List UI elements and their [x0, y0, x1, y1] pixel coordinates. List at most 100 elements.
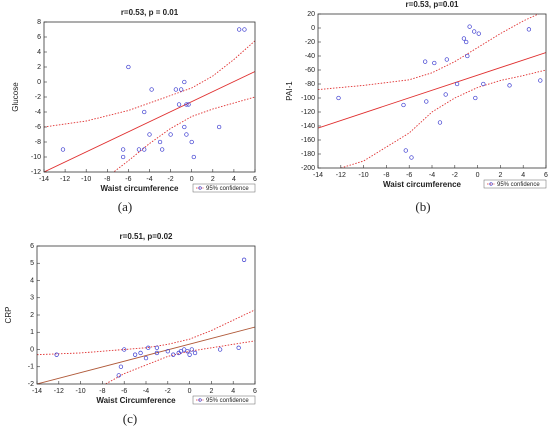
point: [443, 92, 448, 97]
x-tick-label: 4: [231, 388, 235, 395]
point: [424, 99, 429, 104]
point: [154, 345, 160, 350]
y-tick-label: 0: [311, 25, 315, 32]
ci-upper: [318, 14, 540, 91]
y-tick-label: -60: [305, 67, 315, 74]
point: [126, 64, 131, 70]
point: [464, 39, 469, 45]
y-tick-label: -140: [301, 123, 315, 130]
x-tick-label: -4: [146, 176, 152, 183]
y-tick-label: 4: [30, 277, 34, 284]
y-tick-label: -8: [35, 139, 41, 146]
legend-box: [483, 179, 547, 189]
y-tick-label: -6: [35, 124, 41, 131]
y-tick-label: -2: [28, 381, 34, 388]
point: [138, 350, 143, 356]
x-tick-label: -14: [32, 388, 42, 395]
ci-lower: [339, 69, 546, 168]
y-tick-label: -200: [301, 165, 315, 172]
x-tick-label: -4: [429, 172, 435, 179]
point: [160, 147, 165, 152]
chart-title: r=0.53, p = 0.01: [121, 8, 179, 17]
point: [185, 349, 190, 354]
x-tick-label: 4: [232, 176, 236, 183]
y-tick-label: 2: [30, 312, 34, 319]
point: [149, 87, 154, 92]
fit-line: [37, 326, 255, 384]
point: [116, 373, 121, 378]
ci-upper: [44, 40, 255, 128]
x-tick-label: -14: [39, 176, 49, 183]
x-tick-label: -14: [313, 172, 323, 179]
point: [403, 148, 408, 153]
point: [187, 352, 192, 357]
y-tick-label: -80: [305, 81, 315, 88]
x-tick-label: -10: [76, 388, 86, 395]
x-tick-label: -12: [60, 176, 70, 183]
point: [171, 352, 176, 357]
x-tick-label: -2: [165, 388, 171, 395]
x-tick-label: 6: [253, 176, 257, 183]
x-tick-label: -2: [167, 176, 173, 183]
point: [423, 59, 428, 64]
y-tick-label: 5: [30, 260, 34, 267]
y-tick-label: 2: [37, 64, 41, 71]
x-tick-label: -10: [81, 176, 91, 183]
point: [132, 352, 138, 357]
point: [189, 139, 194, 145]
point: [147, 132, 152, 137]
x-tick-label: 4: [521, 172, 525, 179]
point: [173, 87, 179, 92]
point: [242, 27, 247, 32]
x-tick-label: -10: [359, 172, 369, 179]
ci-lower: [104, 340, 255, 384]
point: [538, 78, 543, 83]
y-tick-label: 3: [30, 295, 34, 302]
point: [409, 155, 414, 160]
y-axis-label: PAI-1: [285, 81, 294, 101]
point: [481, 81, 486, 87]
point: [476, 31, 481, 36]
y-axis-label: Glucose: [11, 82, 20, 112]
point: [143, 355, 149, 361]
y-tick-label: 0: [30, 346, 34, 353]
y-tick-label: -12: [31, 169, 41, 176]
point: [136, 147, 142, 152]
fit-line: [318, 52, 546, 129]
point: [437, 120, 443, 125]
x-tick-label: -8: [104, 176, 110, 183]
y-tick-label: 6: [37, 34, 41, 41]
point: [216, 124, 222, 130]
point: [191, 154, 196, 160]
chart-title: r=0.53, p=0.01: [406, 0, 459, 9]
y-tick-label: -10: [31, 154, 41, 161]
caption: (c): [123, 411, 137, 426]
legend-marker: [198, 186, 202, 190]
y-tick-label: 8: [37, 19, 41, 26]
point: [184, 132, 189, 137]
point: [178, 349, 184, 354]
ci-upper: [37, 309, 255, 356]
point: [178, 87, 184, 92]
x-tick-label: -8: [99, 388, 105, 395]
x-tick-label: 0: [476, 172, 480, 179]
x-tick-label: -12: [54, 388, 64, 395]
x-tick-label: -4: [143, 388, 149, 395]
point: [237, 27, 242, 32]
y-tick-label: -20: [305, 39, 315, 46]
y-tick-label: -2: [35, 94, 41, 101]
point: [146, 345, 151, 350]
x-tick-label: -6: [121, 388, 127, 395]
legend-box: [192, 183, 256, 193]
x-tick-label: 2: [209, 388, 213, 395]
x-tick-label: 0: [188, 388, 192, 395]
point: [189, 347, 194, 352]
x-tick-label: -2: [452, 172, 458, 179]
point: [473, 95, 478, 101]
y-axis-label: CRP: [4, 307, 13, 324]
point: [186, 102, 191, 107]
y-tick-label: 4: [37, 49, 41, 56]
legend-marker: [198, 398, 202, 402]
x-tick-label: 6: [253, 388, 257, 395]
